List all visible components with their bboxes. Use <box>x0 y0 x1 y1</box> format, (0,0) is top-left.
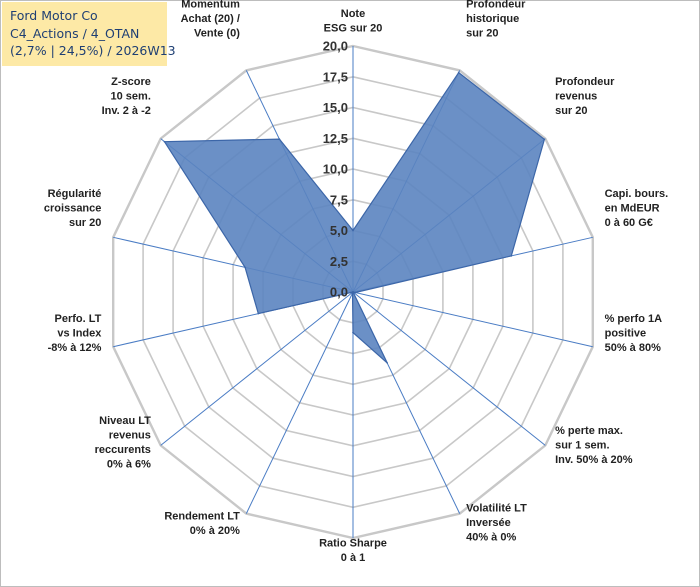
axis-label-line: croissance <box>44 203 101 215</box>
axis-label: Régularité croissance sur 20 <box>44 188 101 229</box>
data-point <box>352 331 354 334</box>
axis-label-line: % perfo 1A <box>605 313 663 325</box>
axis-label-line: historique <box>466 13 519 25</box>
axis-label-line: Inv. 50% à 20% <box>555 454 633 466</box>
axis-label-line: Z-score <box>111 76 151 88</box>
axis-label: Profondeur revenus sur 20 <box>555 76 615 117</box>
title-line-stats: (2,7% | 24,5%) / 2026W13 <box>10 43 176 58</box>
axis-label-line: positive <box>605 327 647 339</box>
axis-label: Perfo. LT vs Index -8% à 12% <box>48 313 103 354</box>
tick-label: 10,0 <box>323 162 348 177</box>
axis-label-line: Vente (0) <box>194 28 240 40</box>
data-series-area <box>163 71 546 364</box>
axis-spoke <box>352 291 546 446</box>
axis-label-line: 0 à 1 <box>341 552 365 564</box>
tick-label: 7,5 <box>330 192 348 207</box>
axis-label-line: Profondeur <box>555 76 615 88</box>
tick-label: 20,0 <box>323 39 348 54</box>
axis-label-line: sur 20 <box>69 217 101 229</box>
axis-label-line: Achat (20) / <box>181 13 240 25</box>
chart-title-box: Ford Motor Co C4_Actions / 4_OTAN (2,7% … <box>2 2 176 66</box>
axis-label-line: 0 à 60 G€ <box>605 217 653 229</box>
axis-label: % perfo 1A positive 50% à 80% <box>605 313 663 354</box>
axis-label-line: 50% à 80% <box>605 342 661 354</box>
data-point <box>244 266 246 269</box>
axis-label-line: 0% à 6% <box>107 458 151 470</box>
tick-label: 2,5 <box>330 254 348 269</box>
data-point <box>163 140 166 143</box>
axis-label-line: ESG sur 20 <box>324 23 383 35</box>
axis-label-line: revenus <box>109 429 151 441</box>
axis-label-line: sur 1 sem. <box>555 439 609 451</box>
axis-label-line: Inversée <box>466 517 511 529</box>
axis-label-line: Momentum <box>181 0 240 11</box>
axis-label: Volatilité LT Inversée 40% à 0% <box>466 503 527 544</box>
tick-label: 15,0 <box>323 100 348 115</box>
axis-label: Ratio Sharpe 0 à 1 <box>319 538 387 565</box>
axis-label: Profondeur historique sur 20 <box>466 0 526 40</box>
title-line-company: Ford Motor Co <box>10 8 98 23</box>
axis-label-line: Inv. 2 à -2 <box>102 105 151 117</box>
axis-label-line: Profondeur <box>466 0 526 11</box>
data-point <box>352 291 354 293</box>
data-point <box>543 138 546 141</box>
axis-spoke <box>245 291 354 514</box>
axis-label: Rendement LT 0% à 20% <box>164 511 240 538</box>
tick-label: 12,5 <box>323 131 348 146</box>
axis-label-line: Ratio Sharpe <box>319 538 387 550</box>
axis-label-line: Capi. bours. <box>605 188 669 200</box>
title-line-category: C4_Actions / 4_OTAN <box>10 25 140 41</box>
axis-label-line: sur 20 <box>555 105 587 117</box>
axis-label-line: 0% à 20% <box>190 525 240 537</box>
axis-label: Niveau LT revenus reccurents 0% à 6% <box>95 415 152 471</box>
axis-label: Note ESG sur 20 <box>324 8 383 35</box>
data-point <box>352 229 354 232</box>
tick-label: 0,0 <box>330 285 348 300</box>
axis-spoke <box>352 291 593 348</box>
axis-label: Momentum Achat (20) / Vente (0) <box>181 0 241 40</box>
data-point <box>278 138 281 140</box>
axis-label-line: en MdEUR <box>605 203 660 215</box>
axis-label-line: vs Index <box>57 327 102 339</box>
axis-spoke <box>160 291 354 446</box>
tick-label: 5,0 <box>330 223 348 238</box>
axis-label-line: Volatilité LT <box>466 503 527 515</box>
axis-label-line: Note <box>341 8 365 20</box>
data-point <box>386 362 389 364</box>
axis-label-line: sur 20 <box>466 28 498 40</box>
axis-label-line: Rendement LT <box>164 511 240 523</box>
axis-label: % perte max. sur 1 sem. Inv. 50% à 20% <box>555 425 633 466</box>
axis-label: Z-score 10 sem. Inv. 2 à -2 <box>102 76 151 117</box>
data-point <box>257 312 260 315</box>
axis-label-line: 10 sem. <box>111 91 151 103</box>
data-point <box>457 71 460 74</box>
axis-label-line: Régularité <box>48 188 102 200</box>
axis-label-line: Niveau LT <box>99 415 151 427</box>
axis-label-line: Perfo. LT <box>55 313 102 325</box>
axis-label: Capi. bours. en MdEUR 0 à 60 G€ <box>605 188 669 229</box>
axis-label-line: % perte max. <box>555 425 623 437</box>
axis-label-line: 40% à 0% <box>466 532 516 544</box>
data-point <box>510 255 513 257</box>
tick-label: 17,5 <box>323 69 348 84</box>
data-point <box>354 291 357 294</box>
axis-label-line: revenus <box>555 91 597 103</box>
axis-label-line: reccurents <box>95 444 151 456</box>
axis-label-line: -8% à 12% <box>48 342 102 354</box>
